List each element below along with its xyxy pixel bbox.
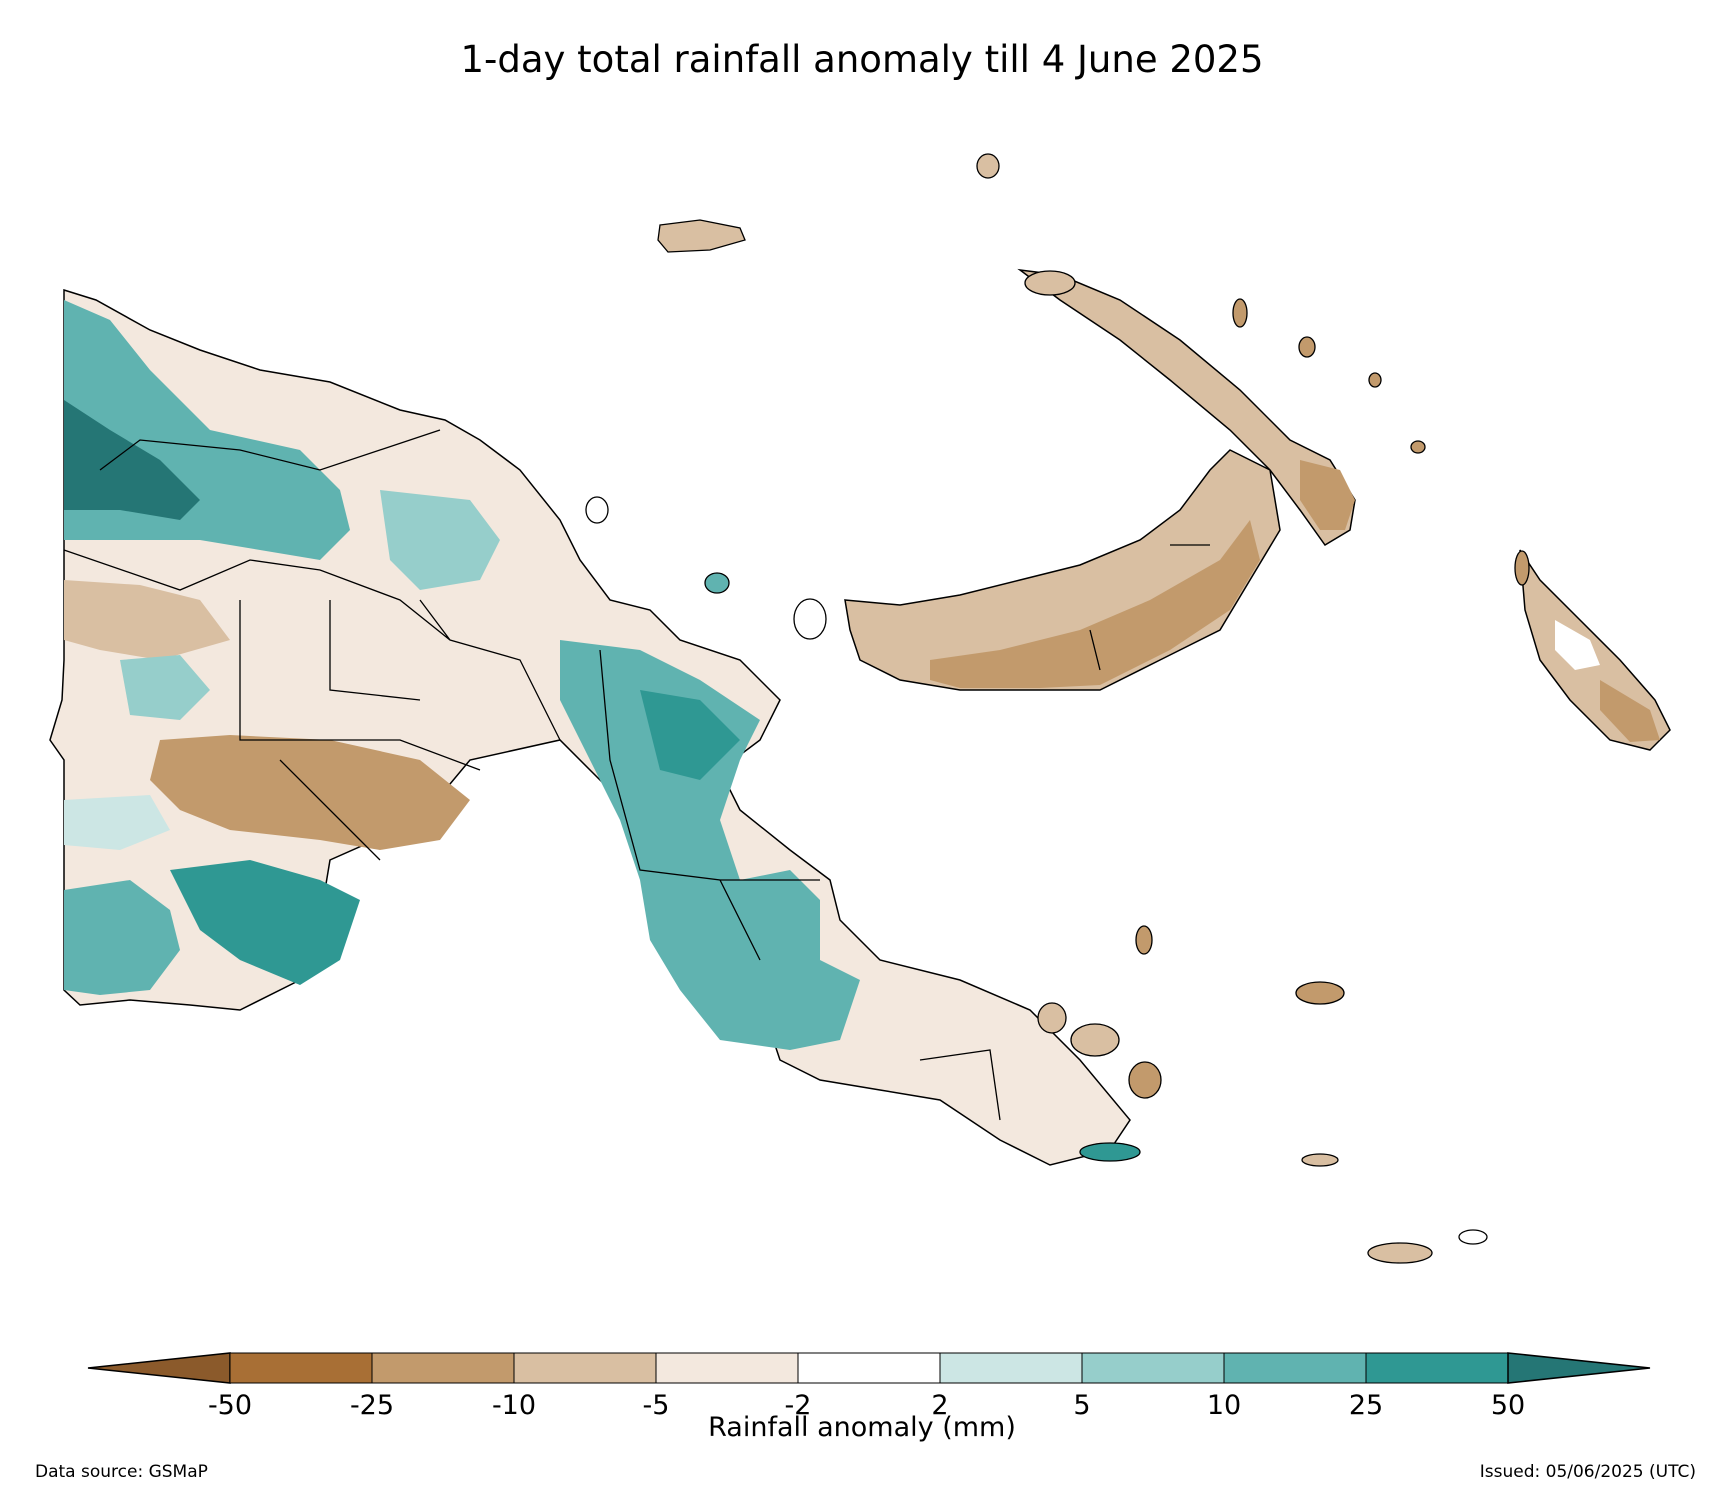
colorbar-extend-high [1507, 1352, 1651, 1384]
colorbar-tick-label: 25 [1349, 1390, 1383, 1421]
manus-island [657, 219, 746, 253]
misima-island [1301, 1153, 1339, 1167]
colorbar-bin-9 [1365, 1352, 1509, 1384]
colorbar-bin-4 [655, 1352, 799, 1384]
data-source-note: Data source: GSMaP [35, 1462, 208, 1482]
wet-patch-north-central [380, 490, 500, 590]
colorbar-bin-8 [1223, 1352, 1367, 1384]
colorbar-bin-1 [229, 1352, 373, 1384]
colorbar-tick-label: 50 [1491, 1390, 1525, 1421]
wet-patch-fly-delta [170, 860, 360, 985]
new-ireland-dry-tip [1300, 460, 1355, 530]
new-britain-boundary [1089, 544, 1210, 671]
colorbar-tick-label: 2 [931, 1390, 948, 1421]
dry-patch-west [64, 580, 230, 660]
colorbar-extend-low [87, 1352, 231, 1384]
normanby-island [1128, 1061, 1162, 1099]
bougainville-light-patch [1555, 620, 1600, 670]
tabar-island [1232, 298, 1248, 328]
feni-island [1410, 440, 1426, 454]
umboi-island [793, 598, 827, 640]
mussau-island [976, 153, 1000, 179]
new-hanover-island [1024, 270, 1076, 296]
wet-patch-southwest [64, 880, 180, 995]
fergusson-island [1070, 1023, 1120, 1057]
map-title: 1-day total rainfall anomaly till 4 June… [460, 38, 1264, 81]
tagula-island [1367, 1242, 1433, 1264]
bougainville-dry-south [1600, 680, 1660, 742]
lihir-island [1298, 336, 1316, 358]
province-boundaries [63, 429, 1001, 1121]
goodenough-island [1037, 1002, 1067, 1034]
colorbar-bin-2 [371, 1352, 515, 1384]
milne-bay-tip [1079, 1142, 1141, 1162]
colorbar-tick-label: -50 [208, 1390, 252, 1421]
colorbar-bin-3 [513, 1352, 657, 1384]
colorbar-tick-label: 10 [1207, 1390, 1241, 1421]
colorbar-tick-label: -2 [785, 1390, 812, 1421]
wet-patch-west-small [120, 655, 210, 720]
light-wet-west-edge [64, 795, 170, 850]
colorbar-label: Rainfall anomaly (mm) [708, 1412, 1016, 1443]
karkar-island [585, 496, 609, 524]
rossel-island [1458, 1229, 1488, 1245]
colorbar-tick-label: -5 [643, 1390, 670, 1421]
tanga-island [1368, 372, 1382, 388]
dry-patch-south-central [150, 735, 470, 850]
colorbar-bin-6 [939, 1352, 1083, 1384]
colorbar-tick-label: -25 [350, 1390, 394, 1421]
colorbar-tick-label: -10 [492, 1390, 536, 1421]
very-wet-patch-northwest [64, 400, 200, 520]
colorbar-tick-label: 5 [1073, 1390, 1090, 1421]
buka-island [1514, 550, 1530, 586]
woodlark-island [1295, 981, 1345, 1005]
new-britain-dry-band [930, 520, 1260, 688]
long-island [704, 572, 730, 594]
colorbar-bin-7 [1081, 1352, 1225, 1384]
colorbar-bin-5 [797, 1352, 941, 1384]
issued-date-note: Issued: 05/06/2025 (UTC) [1479, 1462, 1696, 1482]
wet-patch-east-highlands [560, 640, 860, 1050]
trobriand-island [1135, 925, 1153, 955]
very-wet-core-east [640, 690, 740, 780]
